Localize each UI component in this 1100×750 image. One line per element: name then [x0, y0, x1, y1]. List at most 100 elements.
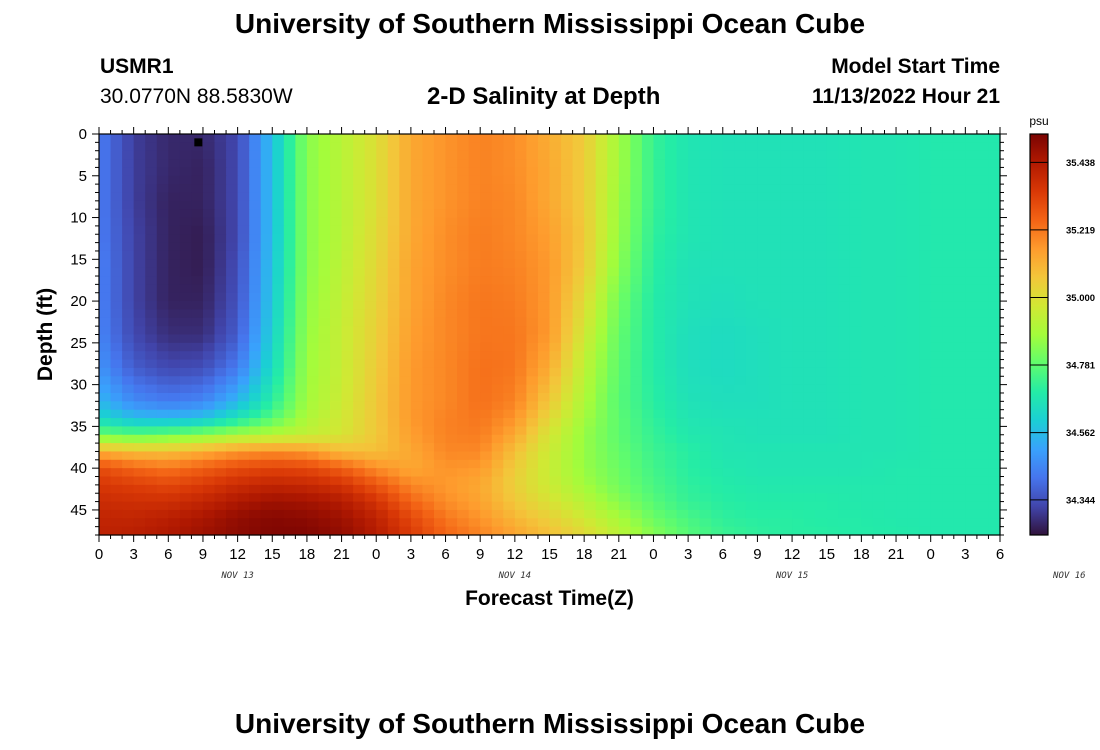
x-tick-label: 15	[541, 546, 558, 563]
heatmap-cell	[688, 468, 701, 478]
heatmap-cell	[699, 276, 712, 285]
heatmap-cell	[133, 426, 146, 436]
heatmap-cell	[572, 184, 585, 194]
heatmap-cell	[641, 501, 655, 511]
heatmap-cell	[976, 242, 990, 252]
heatmap-cell	[457, 192, 470, 202]
heatmap-cell	[745, 242, 759, 252]
heatmap-cell	[792, 518, 805, 528]
heatmap-cell	[445, 334, 458, 344]
heatmap-cell	[295, 326, 308, 336]
heatmap-cell	[514, 142, 527, 152]
heatmap-cell	[214, 526, 227, 536]
heatmap-cell	[295, 167, 308, 177]
heatmap-cell	[595, 259, 608, 269]
heatmap-cell	[942, 301, 955, 311]
heatmap-cell	[306, 509, 320, 519]
heatmap-cell	[214, 175, 227, 185]
heatmap-cell	[503, 150, 516, 160]
heatmap-cell	[249, 167, 262, 177]
heatmap-cell	[133, 284, 146, 294]
heatmap-cell	[260, 518, 273, 528]
heatmap-cell	[156, 134, 169, 143]
heatmap-cell	[561, 209, 574, 219]
heatmap-cell	[122, 242, 135, 252]
heatmap-cell	[214, 459, 227, 469]
heatmap-cell	[156, 384, 169, 394]
heatmap-cell	[272, 401, 285, 411]
heatmap-cell	[953, 242, 966, 252]
heatmap-cell	[826, 301, 839, 311]
heatmap-cell	[445, 443, 458, 453]
heatmap-cell	[330, 192, 343, 202]
heatmap-cell	[179, 459, 193, 469]
heatmap-cell	[826, 167, 839, 177]
heatmap-cell	[272, 134, 285, 143]
heatmap-cell	[919, 376, 932, 386]
heatmap-cell	[549, 200, 562, 210]
heatmap-cell	[99, 384, 112, 394]
heatmap-cell	[919, 384, 932, 394]
heatmap-cell	[907, 150, 920, 160]
heatmap-cell	[283, 342, 296, 352]
heatmap-cell	[919, 242, 932, 252]
x-tick-label: 21	[610, 546, 627, 563]
heatmap-cell	[468, 443, 481, 453]
heatmap-cell	[330, 468, 343, 478]
heatmap-cell	[919, 192, 932, 202]
heatmap-cell	[757, 276, 770, 285]
heatmap-cell	[699, 418, 712, 427]
heatmap-cell	[422, 209, 435, 219]
heatmap-cell	[849, 200, 862, 210]
heatmap-cell	[514, 326, 527, 336]
heatmap-cell	[306, 250, 320, 260]
heatmap-cell	[237, 134, 250, 143]
heatmap-cell	[410, 367, 424, 377]
heatmap-cell	[318, 184, 331, 194]
heatmap-cell	[226, 309, 239, 319]
heatmap-cell	[630, 234, 643, 244]
heatmap-cell	[341, 342, 354, 352]
heatmap-cell	[364, 434, 377, 444]
heatmap-cell	[514, 334, 527, 344]
heatmap-cell	[145, 526, 158, 536]
heatmap-cell	[179, 234, 193, 244]
heatmap-cell	[803, 334, 816, 344]
heatmap-cell	[433, 484, 447, 494]
heatmap-cell	[202, 317, 216, 327]
heatmap-cell	[480, 359, 493, 369]
heatmap-cell	[826, 217, 839, 227]
heatmap-cell	[618, 359, 631, 369]
heatmap-cell	[630, 309, 643, 319]
heatmap-cell	[364, 301, 377, 311]
heatmap-cell	[757, 501, 770, 511]
heatmap-cell	[537, 142, 551, 152]
heatmap-cell	[953, 342, 966, 352]
heatmap-cell	[711, 317, 724, 327]
heatmap-cell	[803, 301, 816, 311]
heatmap-cell	[768, 175, 782, 185]
heatmap-cell	[976, 284, 990, 294]
heatmap-cell	[572, 376, 585, 386]
heatmap-cell	[145, 342, 158, 352]
heatmap-cell	[595, 184, 608, 194]
heatmap-cell	[919, 200, 932, 210]
heatmap-cell	[156, 476, 169, 486]
heatmap-cell	[653, 493, 666, 503]
heatmap-cell	[110, 159, 123, 169]
heatmap-cell	[722, 459, 735, 469]
heatmap-cell	[561, 418, 574, 427]
heatmap-cell	[399, 401, 412, 411]
heatmap-cell	[745, 301, 759, 311]
heatmap-cell	[422, 250, 435, 260]
heatmap-cell	[653, 384, 666, 394]
heatmap-cell	[122, 142, 135, 152]
heatmap-cell	[202, 209, 216, 219]
heatmap-cell	[468, 284, 481, 294]
heatmap-cell	[330, 426, 343, 436]
heatmap-cell	[757, 326, 770, 336]
heatmap-cell	[734, 225, 747, 235]
heatmap-cell	[792, 359, 805, 369]
heatmap-cell	[711, 184, 724, 194]
